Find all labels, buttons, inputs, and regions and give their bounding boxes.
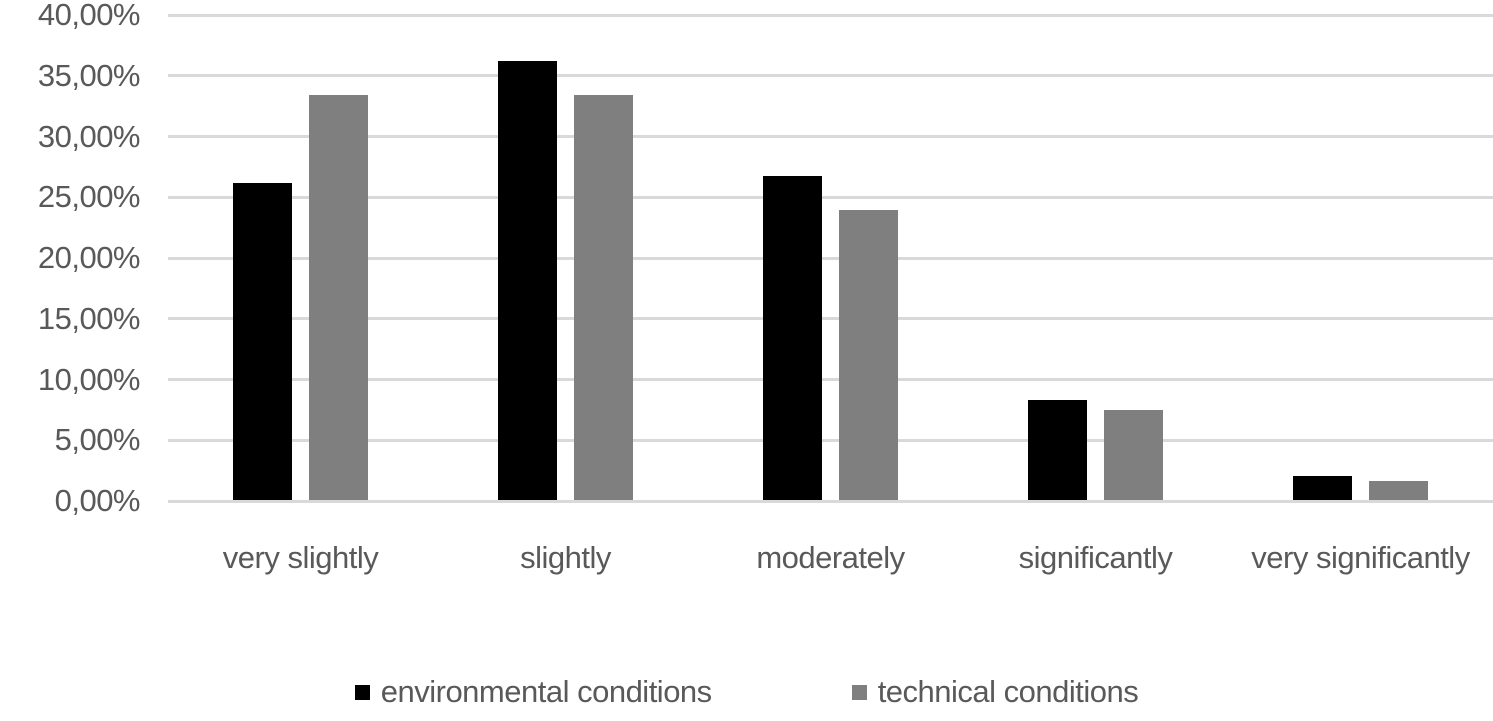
legend: environmental conditions technical condi…: [0, 674, 1493, 710]
gridline: [168, 195, 1493, 199]
plot-area: [168, 13, 1493, 503]
bar-technical-conditions: [574, 95, 633, 500]
bar-technical-conditions: [839, 209, 898, 500]
y-axis-tick-label: 20,00%: [37, 240, 141, 275]
gridline: [168, 135, 1493, 138]
gridline: [168, 438, 1493, 442]
y-axis-tick-label: 40,00%: [37, 0, 141, 32]
gridline: [168, 317, 1493, 321]
bar-group: [433, 14, 698, 500]
legend-marker-technical-square-icon: [851, 684, 867, 700]
bar-group: [168, 14, 433, 500]
gridline: [168, 499, 1493, 503]
bar-environmental-conditions: [763, 175, 822, 500]
bar-group: [963, 14, 1228, 500]
bar-technical-conditions: [309, 95, 368, 500]
legend-item-technical-conditions: technical conditions: [851, 674, 1139, 710]
x-axis-category-label: very significantly: [1251, 540, 1470, 575]
x-axis-category-label: moderately: [756, 540, 905, 575]
gridline: [168, 13, 1493, 17]
x-axis-category-label: slightly: [520, 540, 611, 575]
bar-technical-conditions: [1104, 410, 1163, 500]
legend-label: environmental conditions: [380, 674, 712, 709]
gridline: [168, 74, 1493, 78]
bar-group: [698, 14, 963, 500]
x-axis-category-label: very slightly: [222, 540, 379, 575]
y-axis-tick-label: 10,00%: [37, 361, 141, 397]
bar-environmental-conditions: [498, 61, 557, 500]
gridline: [168, 378, 1493, 381]
y-axis-tick-label: 15,00%: [37, 300, 141, 336]
y-axis-tick-label: 5,00%: [54, 422, 141, 458]
gridline: [168, 256, 1493, 260]
bar-environmental-conditions: [1293, 475, 1352, 500]
legend-marker-environmental-square-icon: [354, 684, 370, 700]
legend-label: technical conditions: [877, 674, 1139, 709]
x-axis-category-label: significantly: [1018, 540, 1173, 575]
bar-technical-conditions: [1369, 480, 1428, 500]
y-axis-tick-label: 0,00%: [54, 483, 141, 518]
y-axis-tick-label: 25,00%: [37, 179, 141, 215]
legend-item-environmental-conditions: environmental conditions: [354, 674, 712, 710]
bar-environmental-conditions: [1028, 400, 1087, 500]
bar-group: [1228, 14, 1493, 500]
y-axis-tick-label: 35,00%: [37, 57, 141, 93]
bar-environmental-conditions: [233, 182, 292, 500]
y-axis: 0,00% 5,00% 10,00% 15,00% 20,00% 25,00% 30,00%…: [0, 0, 141, 518]
y-axis-tick-label: 30,00%: [37, 118, 141, 154]
